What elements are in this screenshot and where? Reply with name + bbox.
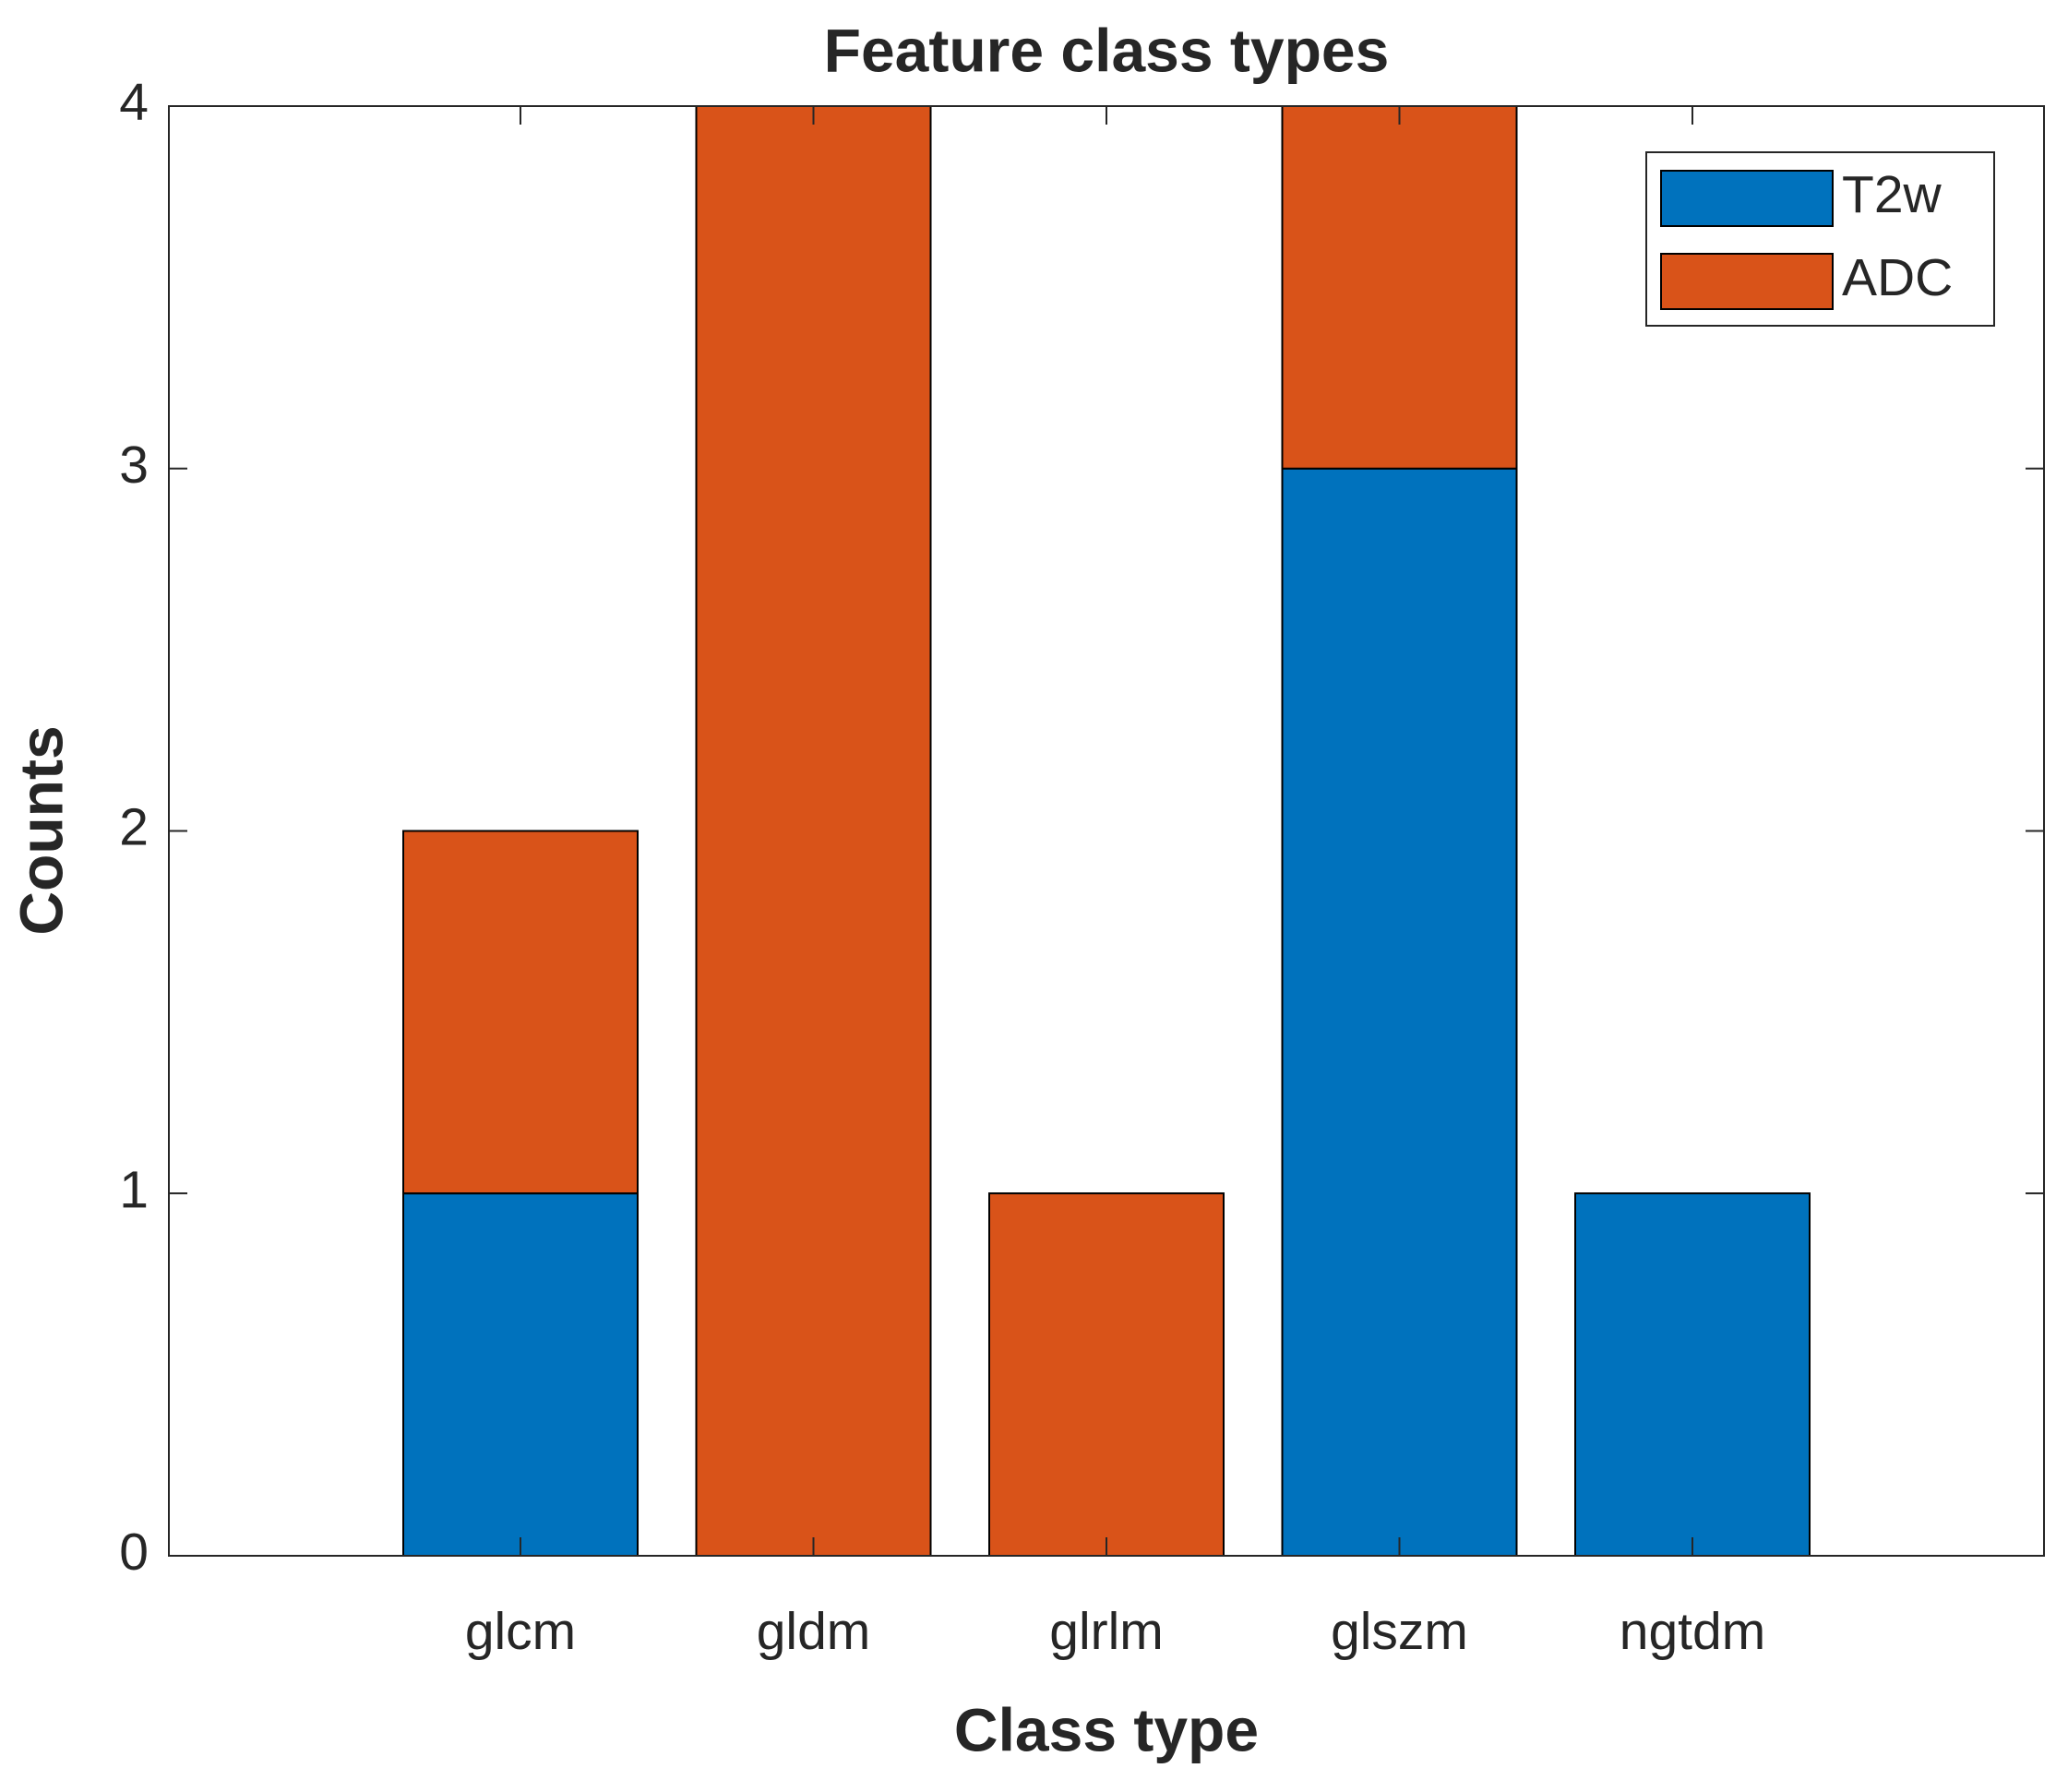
- legend-swatch: [1660, 253, 1834, 310]
- legend-label: T2w: [1842, 165, 1942, 224]
- bar: [695, 105, 932, 1557]
- legend-label: ADC: [1842, 248, 1953, 307]
- chart-title: Feature class types: [824, 16, 1390, 84]
- y-tick-label: 0: [119, 1523, 149, 1582]
- bar: [1281, 467, 1518, 1557]
- x-tick-label: glrlm: [1049, 1602, 1164, 1661]
- legend-swatch: [1660, 170, 1834, 227]
- y-axis-label: Counts: [6, 725, 75, 935]
- y-tick-label: 2: [119, 798, 149, 857]
- bar: [1574, 1192, 1811, 1557]
- y-tick-label: 4: [119, 73, 149, 132]
- bar: [1281, 105, 1518, 470]
- x-tick-label: gldm: [757, 1602, 871, 1661]
- axes-box: [168, 105, 2045, 1557]
- y-tick-label: 1: [119, 1160, 149, 1219]
- x-tick-label: ngtdm: [1620, 1602, 1765, 1661]
- bar: [402, 830, 639, 1195]
- bar: [988, 1192, 1225, 1557]
- y-tick-label: 3: [119, 436, 149, 495]
- x-tick-label: glszm: [1331, 1602, 1468, 1661]
- x-tick-label: glcm: [465, 1602, 576, 1661]
- x-axis-label: Class type: [954, 1695, 1259, 1763]
- bar: [402, 1192, 639, 1557]
